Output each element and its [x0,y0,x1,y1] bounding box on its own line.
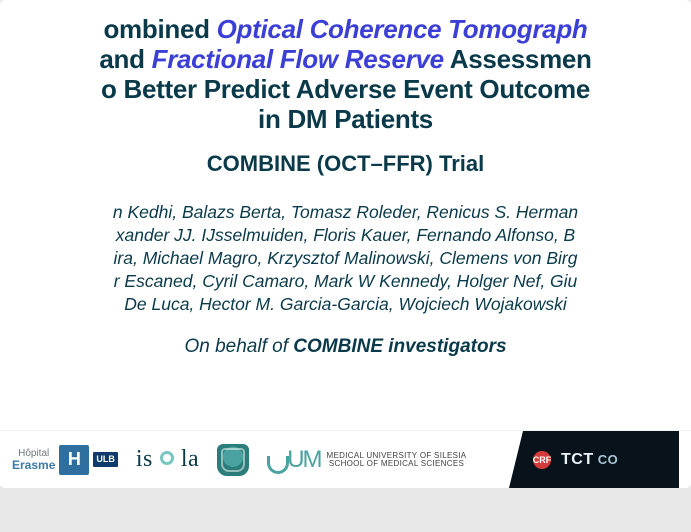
slide-card: ombined Optical Coherence Tomograph and … [0,0,691,488]
authors-line-2: xander JJ. IJsselmuiden, Floris Kauer, F… [2,224,689,247]
title2-post: Assessmen [444,44,592,74]
on-behalf-line: On behalf of COMBINE investigators [0,336,691,358]
authors-block: n Kedhi, Balazs Berta, Tomasz Roleder, R… [0,201,691,316]
erasme-l2: Erasme [12,459,55,471]
title1-em: Optical Coherence Tomograph [217,14,588,44]
title-line-2: and Fractional Flow Reserve Assessmen [6,44,685,74]
authors-line-1: n Kedhi, Balazs Berta, Tomasz Roleder, R… [2,201,689,224]
logo-sum: UM MEDICAL UNIVERSITY OF SILESIA SCHOOL … [267,446,466,474]
title1-pre: ombined [103,14,216,44]
below-card-gap [0,488,691,532]
isala-post: la [181,446,199,473]
title2-em: Fractional Flow Reserve [152,44,444,74]
footer-bar: Hôpital Erasme H ULB is la UM MEDICAL UNI… [0,430,691,488]
title-block: ombined Optical Coherence Tomograph and … [0,14,691,135]
title-line-4: in DM Patients [6,104,685,134]
authors-line-4: r Escaned, Cyril Camaro, Mark W Kennedy,… [2,270,689,293]
title-line-3: o Better Predict Adverse Event Outcome [6,74,685,104]
ulb-badge: ULB [93,452,118,467]
erasme-l1: Hôpital [12,449,55,459]
sum-cup-icon [267,456,289,474]
behalf-strong: COMBINE investigators [293,336,506,357]
logo-erasme: Hôpital Erasme H ULB [12,445,118,475]
behalf-pre: On behalf of [184,336,293,357]
authors-line-5: De Luca, Hector M. Garcia-Garcia, Wojcie… [2,293,689,316]
footer-right-dark: CRF TCT CO [509,431,679,488]
logo-isala: is la [136,446,199,473]
authors-line-3: ira, Michael Magro, Krzysztof Malinowski… [2,247,689,270]
tct-sub: CO [594,452,619,467]
isala-ring-icon [160,451,174,465]
title-line-1: ombined Optical Coherence Tomograph [6,14,685,44]
erasme-h-icon: H [59,445,89,475]
erasme-text: Hôpital Erasme [12,449,55,471]
sum-line2: SCHOOL OF MEDICAL SCIENCES [327,460,467,468]
sum-mark-icon: UM [267,446,320,474]
title2-pre: and [99,44,151,74]
trial-subtitle: COMBINE (OCT–FFR) Trial [0,151,691,177]
authors-rest-1: , Balazs Berta, Tomasz Roleder, Renicus … [172,202,578,222]
lead-author: n Kedhi [113,202,172,222]
crf-badge-icon: CRF [533,451,551,469]
isala-pre: is [136,446,153,473]
slide-content: ombined Optical Coherence Tomograph and … [0,0,691,488]
logo-crest [217,444,249,476]
sum-text: MEDICAL UNIVERSITY OF SILESIA SCHOOL OF … [327,452,467,468]
tct-main: TCT [561,451,594,468]
sum-um: UM [287,446,320,474]
tct-logo: TCT CO [561,451,618,469]
crest-emblem-icon [217,444,249,476]
